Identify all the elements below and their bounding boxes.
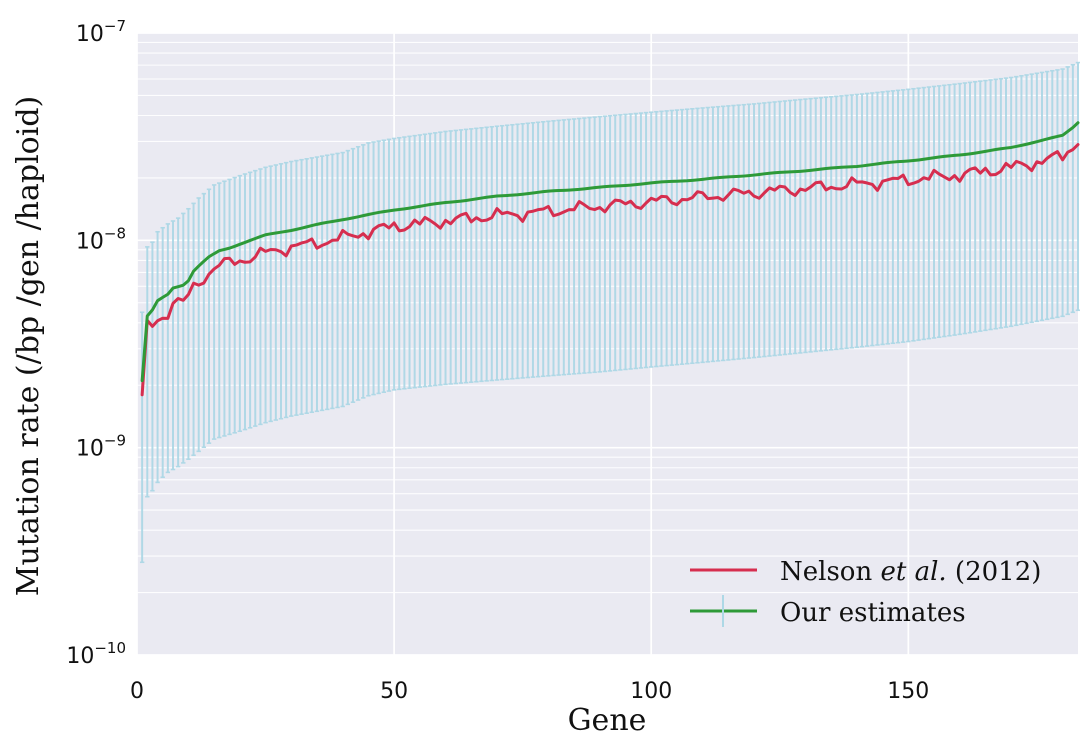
y-tick-label-2: 10−8	[76, 224, 126, 254]
x-tick-label-3: 150	[887, 679, 929, 704]
y-tick-exponent-1: −9	[104, 432, 126, 450]
y-tick-label-0: 10−10	[66, 639, 126, 669]
grid-layer	[136, 32, 1078, 656]
error-bars	[139, 61, 1080, 564]
x-tick-label-1: 50	[380, 679, 408, 704]
series-line-ours	[140, 121, 1080, 383]
y-tick-base-3: 10	[76, 22, 104, 47]
y-tick-label-3: 10−7	[76, 17, 126, 47]
y-tick-base-1: 10	[76, 437, 104, 462]
y-tick-label-1: 10−9	[76, 432, 126, 462]
plot-background	[137, 33, 1078, 655]
y-tick-exponent-0: −10	[94, 639, 126, 657]
x-axis-title: Gene	[568, 703, 647, 738]
y-tick-base-0: 10	[66, 644, 94, 669]
series-layer	[140, 121, 1080, 397]
y-tick-exponent-2: −8	[104, 224, 126, 242]
y-axis-title: Mutation rate (/bp /gen /haploid)	[11, 96, 46, 596]
x-tick-label-2: 100	[630, 679, 672, 704]
legend-nelson-suffix: (2012)	[947, 557, 1042, 587]
legend-nelson-italic: et al.	[880, 557, 946, 587]
legend-nelson-label: Nelson et al. (2012)	[780, 557, 1041, 587]
y-tick-base-2: 10	[76, 229, 104, 254]
legend-nelson-prefix: Nelson	[780, 557, 880, 587]
series-line-nelson	[140, 143, 1080, 397]
legend-ours-label: Our estimates	[780, 598, 966, 628]
x-tick-label-0: 0	[130, 679, 144, 704]
legend: Nelson et al. (2012) Our estimates	[690, 557, 1041, 628]
y-tick-exponent-3: −7	[104, 17, 126, 35]
